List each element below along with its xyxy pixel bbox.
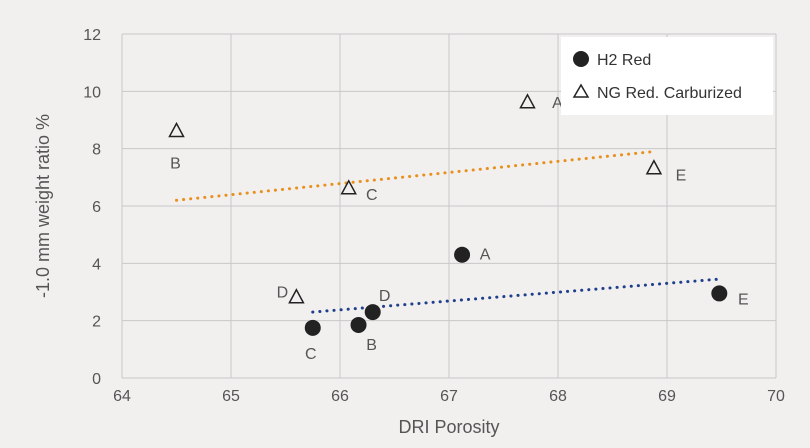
point-label-h2-red-E: E xyxy=(738,291,749,308)
y-tick-label: 12 xyxy=(83,27,101,44)
point-label-ng-red-B: B xyxy=(170,155,181,172)
y-tick-labels: 0 2 4 6 8 10 12 xyxy=(83,27,101,388)
point-h2-red-A xyxy=(454,246,471,263)
trendline-h2-red xyxy=(311,277,721,314)
point-label-h2-red-D: D xyxy=(379,288,391,305)
point-label-h2-red-B: B xyxy=(366,337,377,354)
y-tick-label: 6 xyxy=(92,199,101,216)
point-h2-red-E xyxy=(711,285,728,302)
x-tick-label: 64 xyxy=(113,388,131,405)
point-h2-red-D xyxy=(364,304,381,321)
y-axis-title: -1.0 mm weight ratio % xyxy=(33,114,53,298)
trendlines xyxy=(175,150,721,314)
point-label-h2-red-C: C xyxy=(305,346,317,363)
y-tick-label: 10 xyxy=(83,84,101,101)
legend-label-ng-red: NG Red. Carburized xyxy=(597,85,742,102)
data-points xyxy=(168,93,728,336)
point-ng-red-D xyxy=(288,288,305,304)
point-label-ng-red-D: D xyxy=(277,285,289,302)
point-label-ng-red-A: A xyxy=(552,95,563,112)
legend-marker-ng-red xyxy=(572,83,590,98)
y-tick-label: 4 xyxy=(92,256,101,273)
legend: H2 Red NG Red. Carburized xyxy=(561,37,773,115)
x-tick-label: 67 xyxy=(440,388,458,405)
point-ng-red-A xyxy=(519,93,536,109)
x-tick-label: 66 xyxy=(331,388,349,405)
legend-box xyxy=(561,37,773,115)
point-h2-red-C xyxy=(304,319,321,336)
y-tick-label: 2 xyxy=(92,314,101,331)
x-axis-title: DRI Porosity xyxy=(398,417,499,437)
point-labels: A B C D E A B C D E xyxy=(170,95,748,363)
legend-label-h2-red: H2 Red xyxy=(597,52,651,69)
point-ng-red-E xyxy=(645,159,663,175)
y-tick-label: 8 xyxy=(92,142,101,159)
legend-marker-h2-red xyxy=(573,51,589,67)
x-tick-label: 70 xyxy=(767,388,785,405)
x-tick-label: 69 xyxy=(658,388,676,405)
point-label-h2-red-A: A xyxy=(480,247,491,264)
point-label-ng-red-C: C xyxy=(366,187,378,204)
x-tick-label: 65 xyxy=(222,388,240,405)
gridlines xyxy=(121,33,777,379)
point-label-ng-red-E: E xyxy=(676,168,687,185)
x-tick-label: 68 xyxy=(549,388,567,405)
point-ng-red-B xyxy=(168,121,185,138)
y-tick-label: 0 xyxy=(92,371,101,388)
point-h2-red-B xyxy=(350,316,367,333)
point-ng-red-C xyxy=(340,179,357,195)
x-tick-labels: 64 65 66 67 68 69 70 xyxy=(113,388,785,405)
trendline-ng-red xyxy=(175,150,656,202)
